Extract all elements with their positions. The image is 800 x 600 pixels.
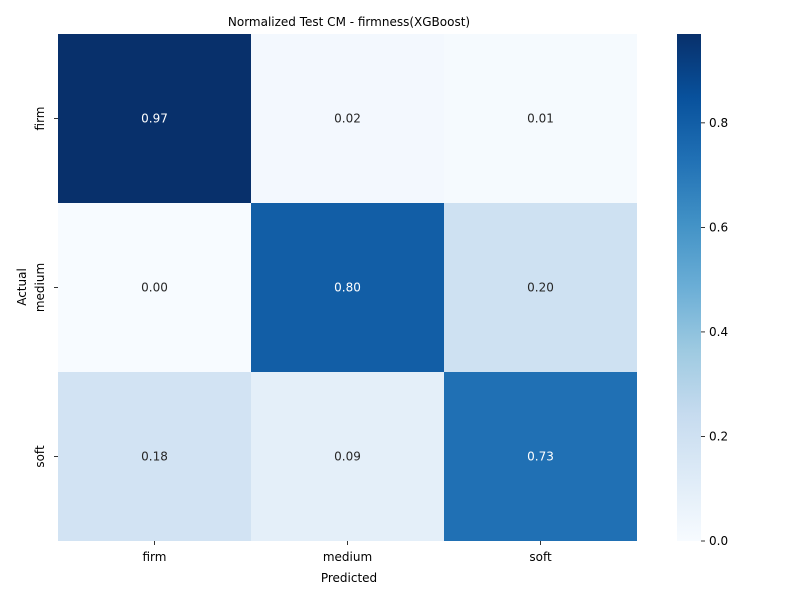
heatmap-cell bbox=[251, 372, 444, 541]
heatmap-cell bbox=[251, 34, 444, 203]
colorbar-tick-label: 0.8 bbox=[709, 116, 728, 130]
cell-value-label: 0.73 bbox=[527, 450, 554, 464]
x-tick-label: medium bbox=[323, 550, 372, 564]
chart-title: Normalized Test CM - firmness(XGBoost) bbox=[228, 15, 470, 29]
y-tick-label: soft bbox=[33, 445, 47, 468]
heatmap-cell bbox=[58, 203, 251, 372]
cell-value-label: 0.97 bbox=[141, 112, 168, 126]
cell-value-label: 0.20 bbox=[527, 281, 554, 295]
y-tick-label: firm bbox=[33, 107, 47, 131]
cell-value-label: 0.01 bbox=[527, 112, 554, 126]
cell-value-label: 0.00 bbox=[141, 281, 168, 295]
heatmap-cell bbox=[58, 372, 251, 541]
heatmap-cells bbox=[58, 34, 637, 541]
cell-value-label: 0.18 bbox=[141, 450, 168, 464]
x-axis-ticks: firm medium soft bbox=[143, 541, 552, 564]
heatmap-cell-labels: 0.97 0.02 0.01 0.00 0.80 0.20 0.18 0.09 0.73 bbox=[141, 112, 554, 464]
heatmap-cell bbox=[444, 34, 637, 203]
x-tick-label: soft bbox=[529, 550, 552, 564]
y-axis-ticks: firm medium soft bbox=[33, 107, 58, 468]
x-tick-label: firm bbox=[143, 550, 167, 564]
colorbar-tick-label: 0.4 bbox=[709, 325, 728, 339]
colorbar-tick-label: 0.2 bbox=[709, 429, 728, 443]
colorbar-tick-label: 0.0 bbox=[709, 534, 728, 548]
cell-value-label: 0.80 bbox=[334, 281, 361, 295]
colorbar-tick-label: 0.6 bbox=[709, 220, 728, 234]
heatmap-cell bbox=[251, 203, 444, 372]
heatmap-cell bbox=[58, 34, 251, 203]
y-axis-label: Actual bbox=[15, 268, 29, 306]
colorbar bbox=[677, 34, 701, 541]
x-axis-label: Predicted bbox=[321, 571, 377, 585]
heatmap-cell bbox=[444, 203, 637, 372]
y-tick-label: medium bbox=[33, 263, 47, 312]
colorbar-ticks: 0.0 0.2 0.4 0.6 0.8 bbox=[701, 116, 728, 548]
cell-value-label: 0.09 bbox=[334, 450, 361, 464]
heatmap-cell bbox=[444, 372, 637, 541]
cell-value-label: 0.02 bbox=[334, 112, 361, 126]
